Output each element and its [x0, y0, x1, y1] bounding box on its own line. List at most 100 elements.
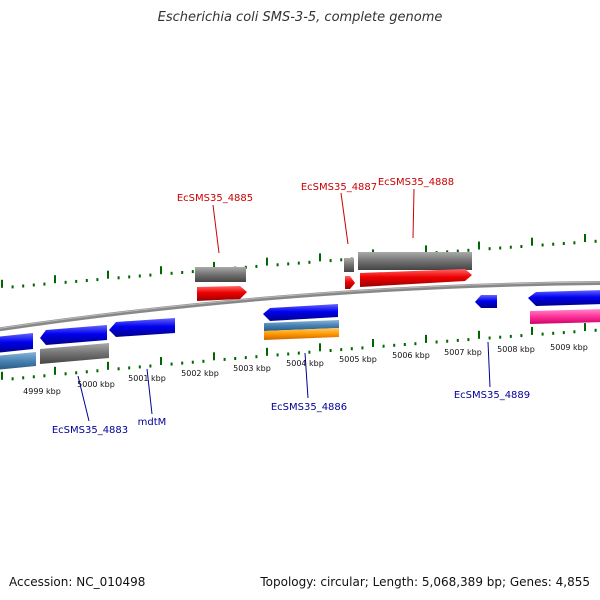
gene-ecsms35-4886[interactable] [263, 304, 338, 321]
lower-minor-tick [350, 347, 353, 351]
lower-major-tick [425, 334, 427, 343]
upper-minor-tick [64, 280, 67, 284]
lower-minor-tick [446, 339, 449, 343]
upper-major-tick [584, 234, 586, 242]
lower-minor-tick [223, 357, 226, 361]
upper-minor-tick [32, 283, 35, 287]
lower-minor-tick [562, 331, 565, 335]
gene-ecsms35-4887-feature[interactable] [344, 258, 354, 272]
gene-ecsms35-4885-feature[interactable] [195, 267, 246, 282]
lower-minor-tick [467, 338, 470, 342]
genome-backbone-highlight [0, 281, 600, 329]
lower-major-tick [213, 352, 215, 361]
upper-minor-tick [552, 242, 555, 246]
lower-major-tick [372, 339, 374, 347]
lower-minor-tick [181, 361, 184, 365]
scale-label-5000: 5000 kbp [77, 380, 115, 389]
feature-pink-right[interactable] [530, 309, 600, 324]
upper-minor-tick [446, 250, 449, 254]
leader-ecsms35-4883 [77, 375, 90, 422]
lower-minor-tick [117, 367, 120, 371]
lower-major-tick [160, 357, 162, 365]
upper-minor-tick [138, 274, 141, 278]
label-ecsms35-4888: EcSMS35_4888 [378, 177, 454, 188]
upper-minor-tick [191, 270, 194, 274]
gene-ecsms35-4885[interactable] [197, 286, 247, 301]
upper-minor-tick [149, 273, 152, 277]
upper-major-tick [1, 279, 3, 288]
feature-orange-4886[interactable] [264, 328, 339, 340]
lower-major-tick [531, 326, 533, 335]
upper-minor-tick [43, 282, 46, 286]
lower-minor-tick [149, 364, 152, 368]
lower-minor-tick [22, 376, 25, 380]
lower-minor-tick [287, 352, 290, 356]
lower-minor-tick [594, 328, 597, 332]
upper-major-tick [531, 237, 533, 246]
scale-label-5003: 5003 kbp [233, 364, 271, 373]
lower-minor-tick [414, 342, 417, 346]
leader-ecsms35-4887 [340, 192, 349, 245]
upper-minor-tick [509, 245, 512, 249]
gene-ecsms35-4883[interactable] [40, 325, 107, 345]
lower-minor-tick [403, 343, 406, 346]
lower-minor-tick [308, 350, 311, 354]
genome-backbone [0, 281, 600, 332]
lower-minor-tick [541, 332, 544, 336]
lower-minor-tick [552, 331, 555, 335]
upper-minor-tick [117, 276, 120, 280]
lower-minor-tick [85, 370, 88, 374]
lower-minor-tick [202, 359, 205, 363]
lower-tick-row [1, 323, 597, 381]
upper-minor-tick [22, 284, 25, 288]
gene-ecsms35-4888-feature[interactable] [358, 252, 472, 270]
lower-minor-tick [520, 334, 523, 338]
lower-major-tick [319, 343, 321, 352]
lower-minor-tick [128, 366, 131, 370]
scale-label-4999: 4999 kbp [23, 387, 61, 396]
lower-minor-tick [75, 371, 78, 375]
upper-minor-tick [329, 259, 332, 263]
lower-minor-tick [276, 353, 279, 357]
lower-minor-tick [382, 344, 385, 348]
gene-ecsms35-4889[interactable] [475, 295, 497, 308]
lower-major-tick [478, 330, 480, 339]
lower-minor-tick [393, 343, 396, 347]
scale-label-5005: 5005 kbp [339, 355, 377, 364]
upper-minor-tick [467, 248, 470, 252]
upper-minor-tick [297, 261, 300, 265]
lower-minor-tick [234, 357, 237, 360]
lower-minor-tick [255, 355, 258, 359]
gene-mdtm[interactable] [109, 318, 175, 337]
feature-steel-4886[interactable] [264, 320, 339, 331]
upper-major-tick [54, 275, 56, 284]
upper-major-tick [266, 257, 268, 266]
upper-minor-tick [594, 239, 597, 243]
lower-minor-tick [297, 351, 300, 355]
upper-major-tick [213, 261, 215, 270]
upper-minor-tick [85, 279, 88, 282]
upper-minor-tick [340, 258, 343, 262]
map-title: Escherichia coli SMS-3-5, complete genom… [157, 10, 443, 25]
scale-label-5009: 5009 kbp [550, 343, 588, 352]
gene-right-edge[interactable] [528, 290, 600, 306]
feature-gray-left[interactable] [40, 343, 109, 364]
upper-major-tick [319, 253, 321, 262]
upper-minor-tick [287, 262, 290, 266]
upper-minor-tick [75, 279, 78, 283]
upper-minor-tick [276, 263, 279, 267]
lower-major-tick [54, 366, 56, 375]
upper-major-tick [107, 270, 109, 279]
leader-ecsms35-4886 [304, 352, 309, 399]
lower-minor-tick [64, 372, 67, 376]
gene-ecsms35-4887[interactable] [345, 276, 355, 289]
feature-steel-left[interactable] [0, 352, 36, 370]
upper-minor-tick [181, 271, 184, 274]
upper-minor-tick [562, 242, 565, 245]
accession-text: Accession: NC_010498 [9, 575, 146, 589]
gene-left-edge[interactable] [0, 333, 33, 353]
label-mdtm: mdtM [138, 417, 167, 428]
gene-ecsms35-4888[interactable] [360, 269, 472, 287]
upper-minor-tick [520, 245, 523, 248]
lower-major-tick [107, 361, 109, 370]
